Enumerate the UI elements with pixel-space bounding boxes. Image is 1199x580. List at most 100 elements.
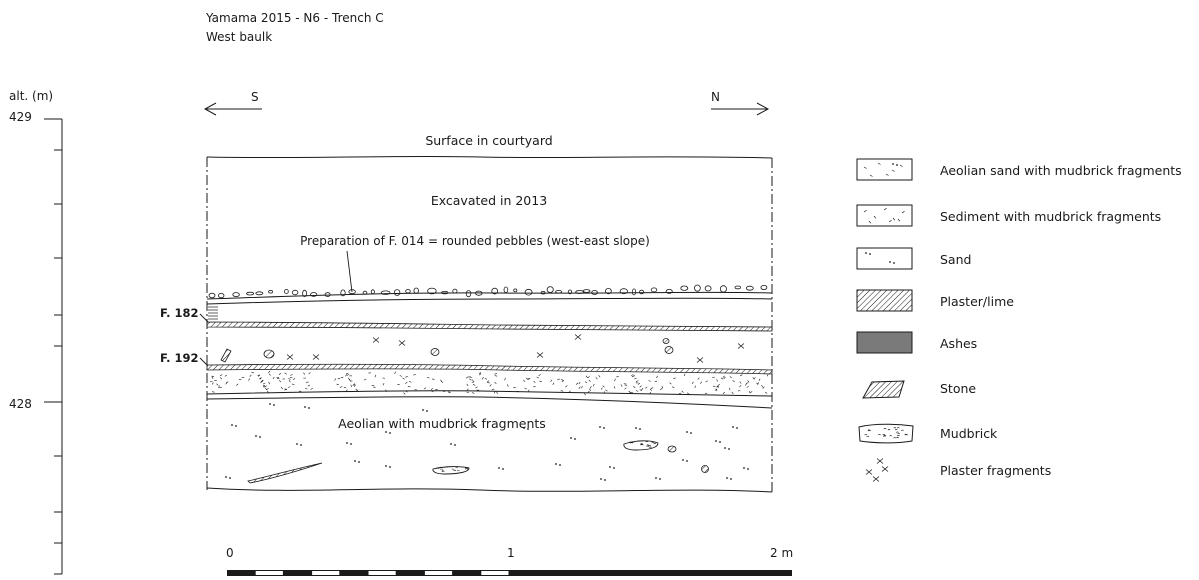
sand-dot bbox=[346, 442, 348, 444]
pebble bbox=[394, 290, 400, 296]
mudbrick-texture-mark bbox=[456, 468, 458, 469]
sand-dot bbox=[574, 438, 576, 440]
sand-dot bbox=[686, 431, 688, 433]
f182-plaster-band bbox=[207, 322, 772, 331]
mudbrick-texture-mark bbox=[457, 471, 459, 472]
sand-dash bbox=[495, 382, 497, 384]
sand-dash bbox=[733, 380, 735, 382]
sand-dot bbox=[269, 403, 271, 405]
sand-dash bbox=[427, 377, 429, 378]
plaster-fragment-mark bbox=[738, 344, 744, 349]
pebble bbox=[720, 286, 726, 292]
swatch-dash bbox=[869, 221, 871, 223]
sand-dash bbox=[698, 378, 700, 380]
mudbrick-fragment bbox=[433, 467, 469, 474]
mudbrick-texture-mark bbox=[896, 432, 898, 433]
sand-dash bbox=[341, 377, 343, 378]
sand-dash bbox=[695, 386, 696, 388]
sand-dash bbox=[252, 372, 255, 373]
sand-dot bbox=[450, 443, 452, 445]
pebble bbox=[406, 290, 411, 293]
sand-dash bbox=[250, 375, 252, 377]
sand-dot bbox=[747, 468, 749, 470]
sand-dash bbox=[473, 384, 475, 385]
sand-dash bbox=[526, 378, 528, 380]
sand-dash bbox=[730, 376, 732, 378]
legend: Aeolian sand with mudbrick fragments Sed… bbox=[857, 159, 1182, 482]
sand-dash bbox=[717, 379, 718, 381]
orientation: S N bbox=[205, 90, 768, 115]
sand-dash bbox=[345, 374, 347, 376]
altitude-scale: alt. (m) 429 428 bbox=[9, 89, 62, 574]
sand-dash bbox=[624, 388, 626, 390]
sand-dot bbox=[385, 465, 387, 467]
legend-item-sand: Sand bbox=[857, 248, 971, 269]
sand-dash bbox=[605, 390, 607, 391]
scale-bar-segments bbox=[227, 570, 792, 576]
mudbrick-texture-mark bbox=[640, 444, 642, 445]
pebble bbox=[695, 285, 701, 291]
sand-dash bbox=[523, 380, 525, 382]
sand-dash bbox=[590, 386, 591, 388]
sand-dash bbox=[475, 387, 477, 388]
sand-dot bbox=[600, 478, 602, 480]
sand-dash bbox=[636, 381, 638, 382]
sand-dash bbox=[656, 376, 658, 378]
sand-dot bbox=[304, 406, 306, 408]
sand-dash bbox=[470, 377, 472, 378]
sand-dash bbox=[279, 373, 281, 375]
sand-dash bbox=[705, 393, 707, 394]
swatch-dash bbox=[884, 208, 887, 210]
sand-dash bbox=[723, 392, 724, 394]
legend-item-mudbrick: Mudbrick bbox=[859, 424, 998, 443]
mudbrick-texture-mark bbox=[878, 434, 880, 435]
feature-192-label: F. 192 bbox=[160, 351, 199, 365]
sand-dash bbox=[424, 388, 426, 389]
sand-dash bbox=[553, 383, 554, 385]
sand-dash bbox=[638, 383, 640, 384]
stone bbox=[431, 349, 439, 356]
sand-dash bbox=[269, 382, 271, 384]
legend-label-aeolian-sand: Aeolian sand with mudbrick fragments bbox=[940, 163, 1182, 178]
sand-dash bbox=[593, 384, 594, 386]
mudbrick-texture-mark bbox=[632, 442, 634, 443]
sand-dash bbox=[405, 376, 407, 377]
sand-dash bbox=[472, 382, 474, 383]
scale-bar-base bbox=[227, 570, 792, 576]
altitude-ticks bbox=[44, 119, 62, 574]
legend-label-mudbrick: Mudbrick bbox=[940, 426, 998, 441]
pebble bbox=[256, 292, 263, 295]
mudbrick-texture-mark bbox=[442, 471, 444, 472]
pebble bbox=[651, 288, 657, 292]
swatch-dash bbox=[864, 210, 867, 212]
sand-dash bbox=[692, 382, 693, 384]
sand-dash bbox=[614, 386, 615, 388]
sand-dot bbox=[300, 444, 302, 446]
mudbrick-texture bbox=[437, 441, 656, 471]
sand-dash bbox=[340, 386, 342, 387]
aeolian-sand-bottom bbox=[207, 391, 772, 396]
pebble bbox=[414, 288, 419, 293]
mudbrick-texture-mark bbox=[454, 470, 456, 471]
sand-dash bbox=[636, 390, 638, 391]
legend-item-stone: Stone bbox=[863, 381, 976, 398]
pebble bbox=[681, 286, 688, 290]
sand-dash bbox=[335, 378, 336, 380]
sand-dash bbox=[248, 379, 250, 381]
swatch-dot bbox=[865, 252, 867, 254]
mudbrick-texture-mark bbox=[905, 435, 907, 436]
sand-dash bbox=[589, 389, 590, 391]
sand-dash bbox=[347, 374, 349, 375]
sand-dash bbox=[762, 385, 763, 387]
sand-dash bbox=[338, 378, 340, 379]
sand-dash bbox=[220, 377, 222, 379]
sand-dash bbox=[660, 388, 662, 390]
sand-dash bbox=[525, 388, 527, 389]
sand-dash bbox=[299, 391, 301, 392]
pebble bbox=[218, 293, 224, 297]
sand-dash bbox=[585, 382, 587, 383]
sand-dash bbox=[579, 387, 581, 389]
plaster-fragment-mark bbox=[697, 358, 703, 363]
mudbrick-texture-mark bbox=[440, 469, 442, 470]
sand-dash bbox=[472, 380, 473, 382]
